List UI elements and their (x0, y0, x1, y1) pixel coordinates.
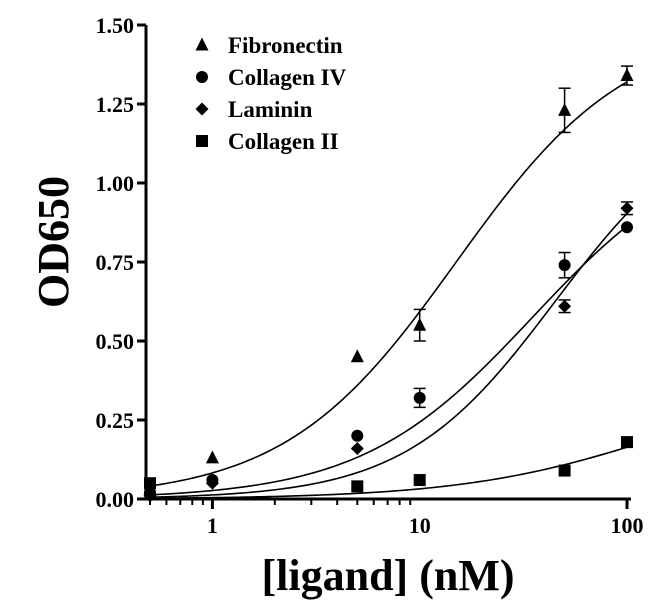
y-tick-label: 0.50 (96, 329, 135, 354)
legend-marker-collagen-iv (196, 71, 208, 83)
point-fibronectin (558, 102, 572, 116)
legend-marker-fibronectin (195, 37, 209, 51)
fit-curve-laminin (149, 212, 628, 499)
point-fibronectin (620, 68, 634, 82)
point-fibronectin (350, 349, 364, 363)
x-axis-label: [ligand] (nM) (262, 551, 515, 600)
data-points (143, 68, 634, 503)
point-collagen-ii (621, 436, 633, 449)
point-collagen-ii (413, 474, 426, 487)
y-axis-label: OD650 (29, 176, 78, 308)
fit-curve-collagen-ii (149, 446, 628, 500)
y-tick-label: 1.00 (96, 171, 135, 196)
point-laminin (558, 299, 572, 313)
legend-label-fibronectin: Fibronectin (228, 33, 343, 58)
legend-label-collagen-ii: Collagen II (228, 129, 339, 154)
point-collagen-iv (621, 221, 633, 234)
x-tick-label: 1 (207, 513, 218, 538)
y-tick-label: 0.75 (96, 250, 135, 275)
fit-curve-fibronectin (149, 81, 628, 487)
error-bars (413, 65, 633, 409)
legend-marker-laminin (195, 102, 209, 116)
fit-curves (149, 81, 628, 500)
x-tick-label: 10 (409, 513, 431, 538)
point-fibronectin (205, 450, 219, 464)
legend-marker-collagen-ii (196, 135, 208, 147)
point-collagen-iv (558, 259, 571, 272)
point-collagen-ii (144, 477, 156, 490)
fit-curve-collagen-iv (149, 225, 628, 496)
y-tick-label: 0.00 (96, 487, 135, 512)
y-tick-label: 0.25 (96, 408, 135, 433)
point-collagen-ii (351, 480, 364, 493)
point-laminin (350, 441, 364, 455)
x-tick-label: 100 (611, 513, 644, 538)
legend-label-laminin: Laminin (228, 97, 313, 122)
point-laminin (143, 489, 157, 503)
axes: 0.00 0.25 0.50 0.75 1.00 1.25 1.50 1 10 100 (96, 13, 644, 538)
point-laminin (620, 201, 634, 215)
y-tick-label: 1.25 (96, 92, 135, 117)
point-laminin (205, 476, 219, 490)
legend-label-collagen-iv: Collagen IV (228, 65, 347, 90)
legend: Fibronectin Collagen IV Laminin Collagen II (195, 33, 347, 154)
point-collagen-ii (558, 464, 571, 477)
point-collagen-iv (413, 391, 426, 404)
point-fibronectin (413, 317, 427, 331)
y-tick-label: 1.50 (96, 13, 135, 38)
point-collagen-iv (351, 429, 364, 442)
